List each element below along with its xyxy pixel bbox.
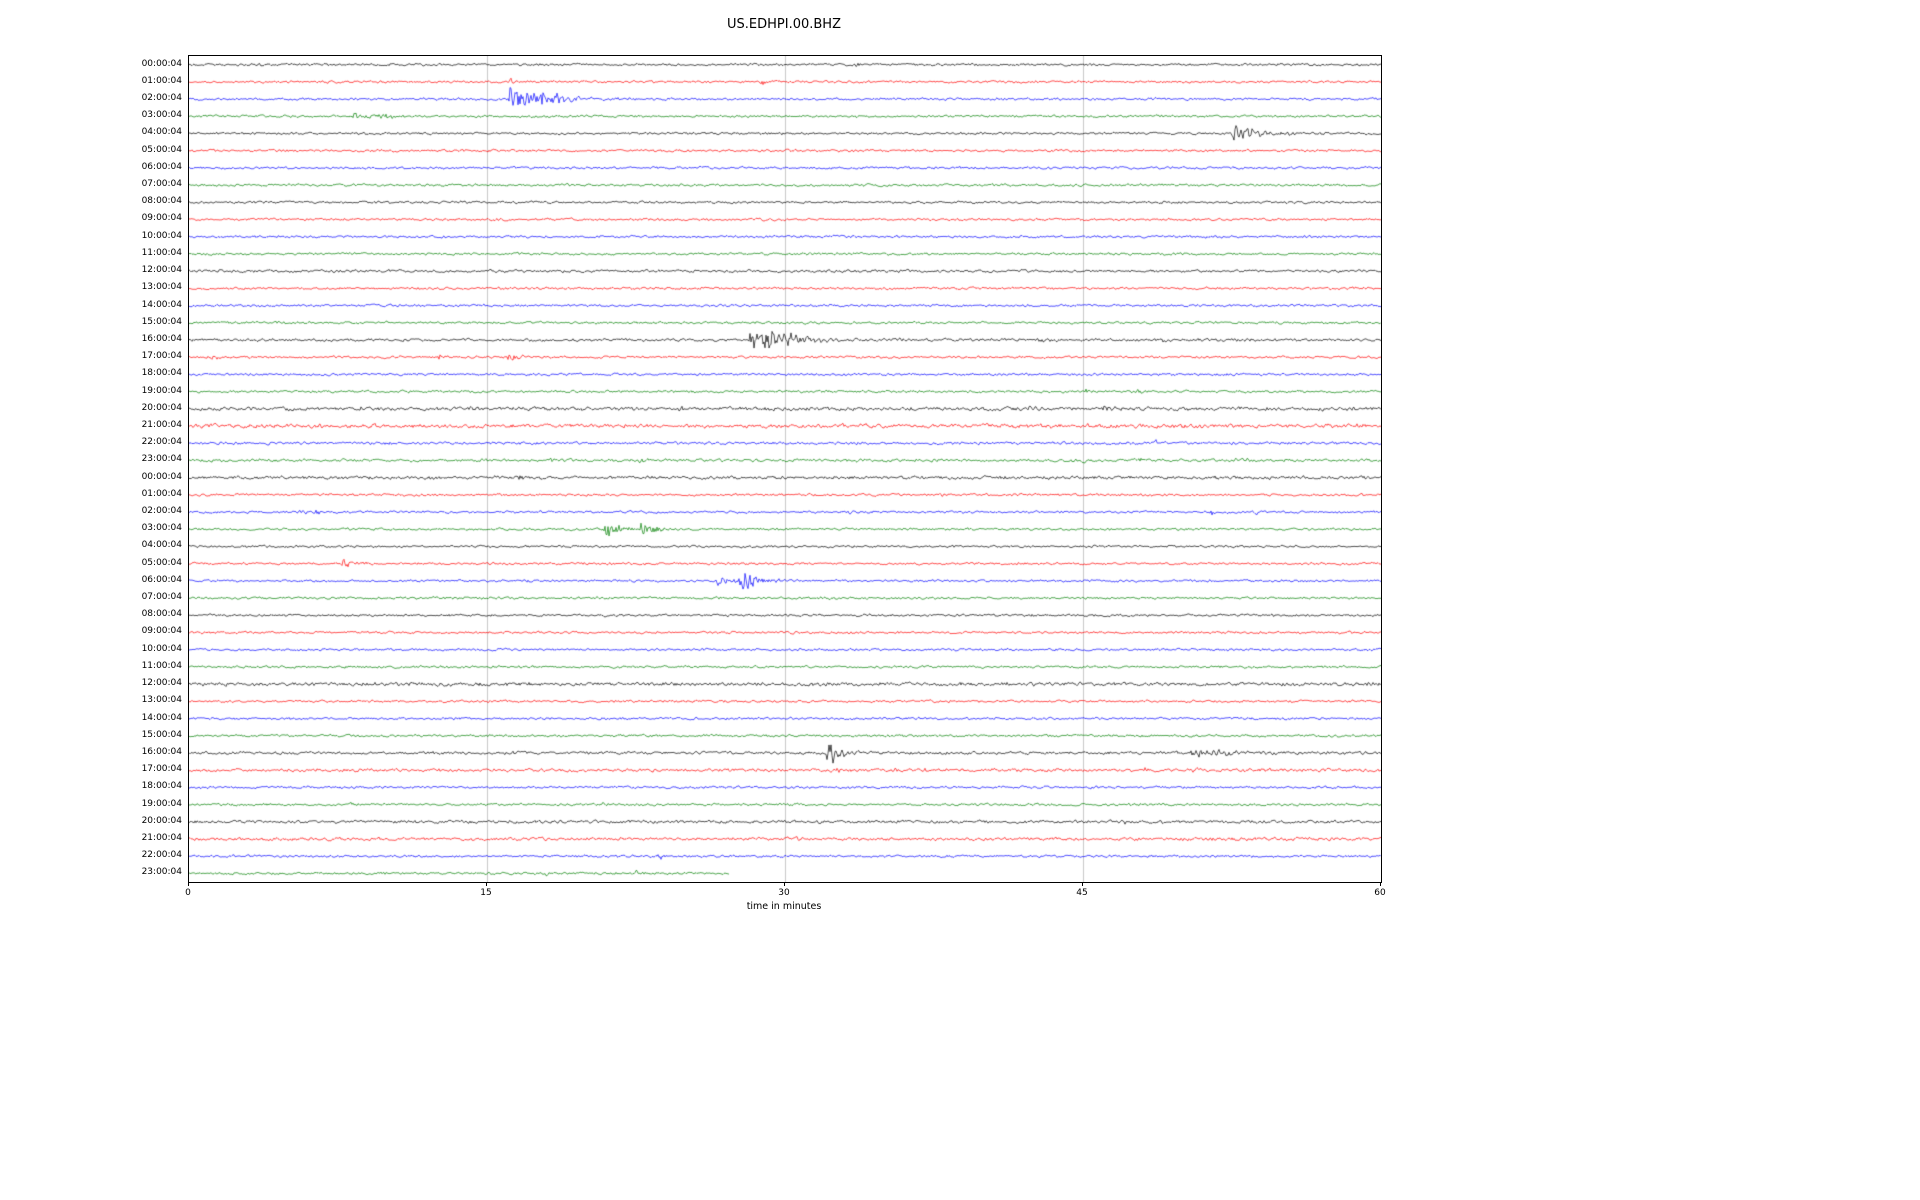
row-label: 07:00:04 [141, 592, 182, 603]
row-label: 18:00:04 [141, 368, 182, 379]
row-label: 00:00:04 [141, 58, 182, 69]
row-label: 06:00:04 [141, 574, 182, 585]
x-tick-mark [187, 882, 189, 886]
chart-title: US.EDHPI.00.BHZ [727, 17, 841, 32]
x-tick-label: 0 [185, 888, 191, 898]
row-label: 08:00:04 [141, 609, 182, 620]
row-label: 18:00:04 [141, 781, 182, 792]
row-label: 15:00:04 [141, 316, 182, 327]
row-label: 08:00:04 [141, 196, 182, 207]
row-label: 21:00:04 [141, 419, 182, 430]
row-label: 04:00:04 [141, 127, 182, 138]
row-label: 20:00:04 [141, 815, 182, 826]
row-label: 12:00:04 [141, 678, 182, 689]
row-label: 23:00:04 [141, 867, 182, 878]
row-label: 10:00:04 [141, 230, 182, 241]
row-label: 15:00:04 [141, 729, 182, 740]
row-label: 05:00:04 [141, 557, 182, 568]
row-label: 09:00:04 [141, 213, 182, 224]
row-label: 02:00:04 [141, 506, 182, 517]
row-label: 17:00:04 [141, 764, 182, 775]
row-label: 04:00:04 [141, 540, 182, 551]
row-label: 21:00:04 [141, 832, 182, 843]
row-label: 03:00:04 [141, 523, 182, 534]
row-label: 14:00:04 [141, 712, 182, 723]
x-tick-mark [1379, 882, 1381, 886]
row-label: 19:00:04 [141, 798, 182, 809]
row-label: 05:00:04 [141, 144, 182, 155]
row-label: 19:00:04 [141, 385, 182, 396]
x-tick-mark [1081, 882, 1083, 886]
row-label: 13:00:04 [141, 282, 182, 293]
row-label: 03:00:04 [141, 110, 182, 121]
row-label: 22:00:04 [141, 850, 182, 861]
x-tick-label: 60 [1374, 888, 1386, 898]
row-label: 12:00:04 [141, 265, 182, 276]
row-label: 20:00:04 [141, 402, 182, 413]
row-label: 13:00:04 [141, 695, 182, 706]
row-label: 11:00:04 [141, 247, 182, 258]
row-label: 06:00:04 [141, 161, 182, 172]
row-label: 16:00:04 [141, 333, 182, 344]
x-tick-mark [485, 882, 487, 886]
row-label: 14:00:04 [141, 299, 182, 310]
row-label: 01:00:04 [141, 75, 182, 86]
x-tick-label: 45 [1076, 888, 1088, 898]
row-label: 01:00:04 [141, 488, 182, 499]
x-tick-label: 30 [778, 888, 790, 898]
row-label: 10:00:04 [141, 643, 182, 654]
row-label: 00:00:04 [141, 471, 182, 482]
x-axis-label: time in minutes [746, 901, 822, 912]
row-label: 23:00:04 [141, 454, 182, 465]
row-label: 17:00:04 [141, 351, 182, 362]
row-label: 11:00:04 [141, 660, 182, 671]
plot-area [188, 55, 1382, 883]
x-tick-label: 15 [480, 888, 492, 898]
x-tick-mark [783, 882, 785, 886]
row-label: 09:00:04 [141, 626, 182, 637]
waveform-canvas [189, 56, 1381, 882]
row-label: 16:00:04 [141, 746, 182, 757]
row-label: 22:00:04 [141, 437, 182, 448]
row-label: 02:00:04 [141, 93, 182, 104]
row-label: 07:00:04 [141, 179, 182, 190]
